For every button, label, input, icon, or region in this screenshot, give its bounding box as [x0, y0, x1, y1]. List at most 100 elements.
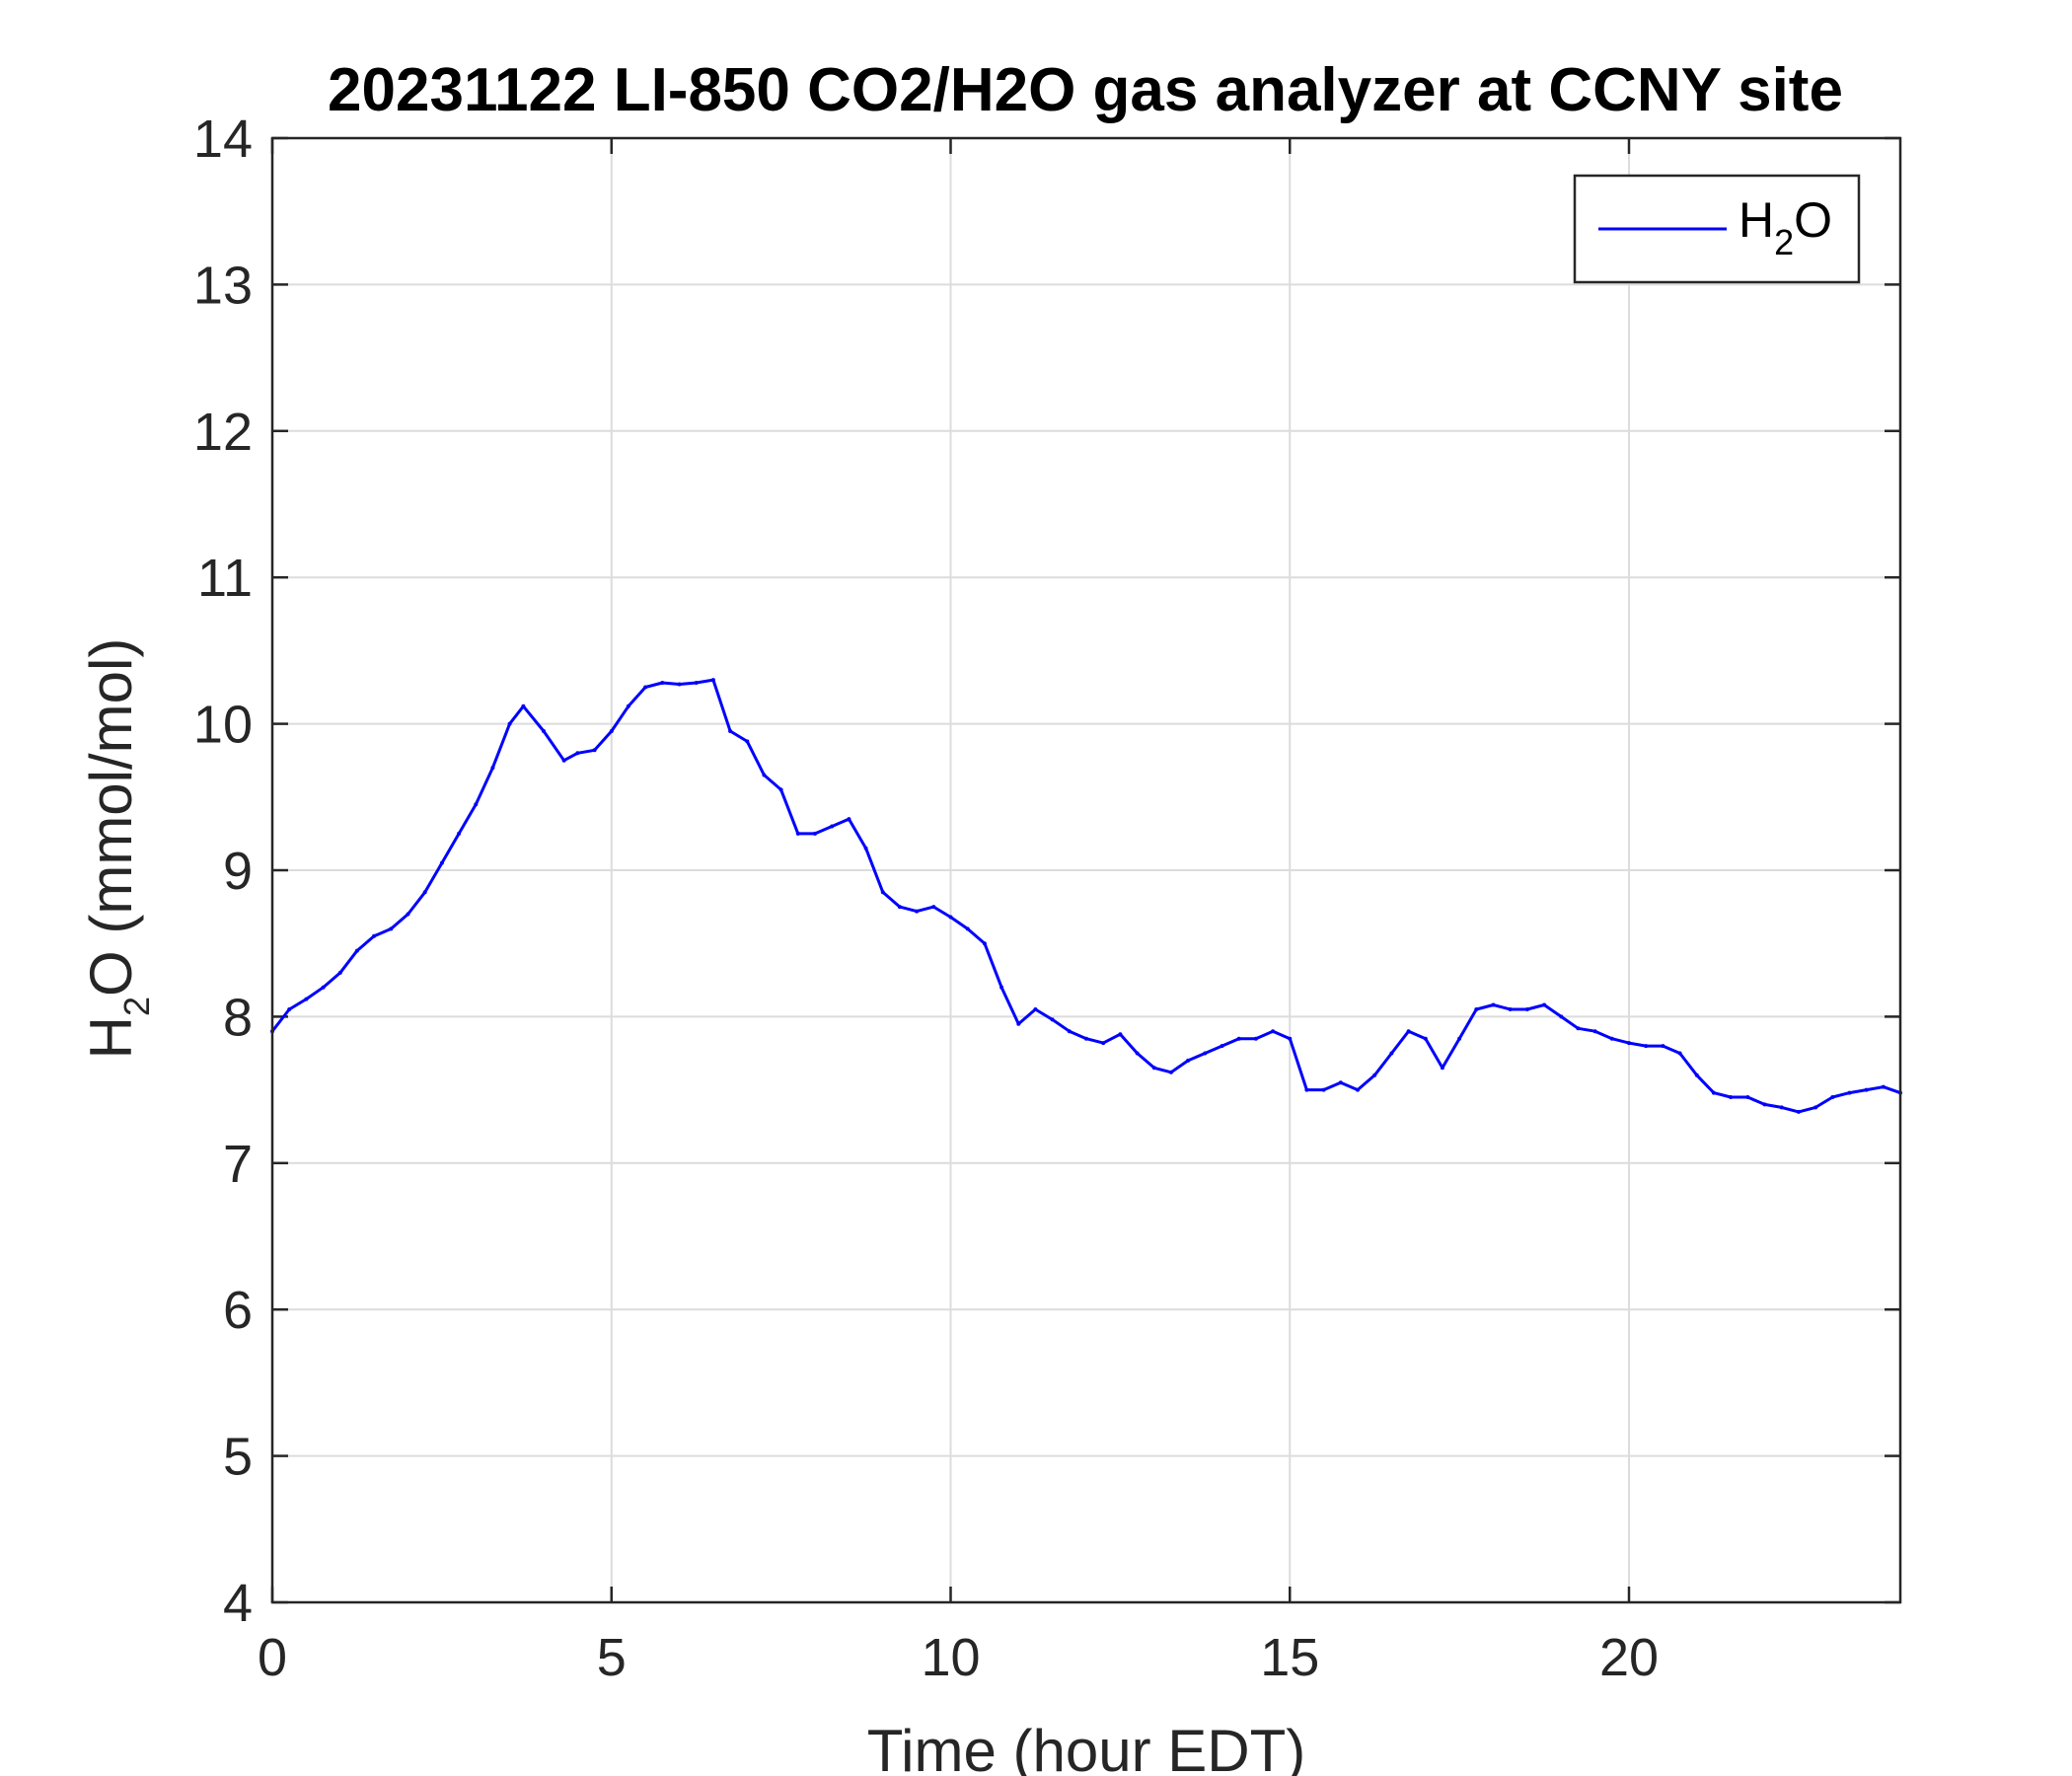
data-point: [1592, 1029, 1597, 1034]
data-points: [270, 678, 1902, 1114]
data-point: [287, 1007, 292, 1011]
legend: H2O: [1573, 174, 1861, 284]
data-point: [1135, 1051, 1140, 1056]
data-point: [1762, 1102, 1767, 1107]
data-point: [1168, 1070, 1173, 1074]
y-tick-label: 14: [193, 110, 253, 169]
data-point: [1288, 1036, 1293, 1041]
data-point: [474, 802, 479, 807]
data-point: [389, 926, 394, 931]
data-point: [1542, 1002, 1547, 1007]
data-point: [490, 766, 495, 771]
data-point: [626, 703, 630, 708]
data-point: [931, 905, 936, 910]
x-tick-label: 10: [921, 1628, 980, 1687]
y-tick-label: 8: [223, 988, 253, 1047]
data-point: [521, 703, 526, 708]
data-point: [1779, 1105, 1784, 1110]
data-point: [982, 941, 987, 946]
data-point: [880, 890, 885, 895]
data-point: [1050, 1017, 1055, 1022]
data-point: [1253, 1036, 1258, 1041]
data-point: [813, 831, 817, 836]
data-point: [1067, 1029, 1072, 1034]
data-point: [337, 970, 342, 975]
data-point: [542, 729, 546, 733]
y-tick-label: 9: [223, 842, 253, 901]
data-point: [1627, 1041, 1631, 1046]
data-point: [1372, 1073, 1377, 1077]
data-point: [1220, 1044, 1224, 1049]
data-point: [728, 729, 733, 733]
y-tick-label: 13: [193, 256, 253, 315]
data-point: [745, 739, 750, 744]
x-tick-label: 5: [597, 1628, 627, 1687]
x-tick-label: 15: [1260, 1628, 1319, 1687]
data-point: [1338, 1080, 1343, 1085]
data-point: [948, 915, 953, 920]
data-point: [321, 985, 326, 990]
data-point: [1491, 1002, 1496, 1007]
y-tick-label: 11: [197, 549, 253, 608]
x-tick-labels: 0 5 10 15 20: [258, 1628, 1659, 1687]
data-point: [1729, 1095, 1734, 1099]
data-point: [609, 729, 614, 733]
data-point: [762, 773, 767, 777]
data-point: [1101, 1041, 1106, 1046]
data-point: [507, 721, 512, 726]
data-point: [1016, 1021, 1021, 1026]
x-axis-label: Time (hour EDT): [867, 1718, 1306, 1776]
y-tick-label: 10: [193, 696, 253, 755]
data-point: [1151, 1066, 1156, 1071]
data-point: [1304, 1087, 1309, 1092]
data-point: [1847, 1090, 1852, 1095]
data-point: [304, 997, 309, 1001]
data-point: [575, 751, 580, 756]
x-tick-label: 0: [258, 1628, 287, 1687]
data-point: [372, 933, 377, 938]
data-point: [1033, 1007, 1038, 1011]
data-point: [406, 912, 410, 917]
y-tick-label: 4: [223, 1574, 253, 1633]
data-point: [1457, 1036, 1462, 1041]
data-point: [847, 817, 851, 822]
chart-title: 20231122 LI-850 CO2/H2O gas analyzer at …: [328, 56, 1843, 124]
data-point: [1440, 1066, 1444, 1071]
data-point: [1321, 1087, 1326, 1092]
data-point: [1508, 1007, 1513, 1011]
data-point: [1474, 1007, 1479, 1011]
data-point: [1830, 1095, 1835, 1099]
data-point: [1661, 1044, 1665, 1049]
data-point: [1813, 1105, 1818, 1110]
data-point: [1271, 1029, 1276, 1034]
data-point: [915, 909, 920, 914]
data-point: [354, 948, 359, 953]
data-point: [1084, 1036, 1088, 1041]
data-point: [863, 846, 868, 851]
data-point: [660, 681, 665, 685]
data-point: [1745, 1095, 1750, 1099]
data-point: [999, 985, 1004, 990]
data-point: [1609, 1036, 1614, 1041]
data-point: [1406, 1029, 1411, 1034]
data-point: [1881, 1084, 1886, 1089]
data-point: [1389, 1051, 1394, 1056]
data-point: [1796, 1109, 1801, 1114]
data-point: [1711, 1090, 1716, 1095]
y-tick-label: 7: [223, 1135, 253, 1194]
grid-lines: [272, 138, 1900, 1602]
data-point: [1423, 1036, 1428, 1041]
data-point: [1524, 1007, 1529, 1011]
data-point: [1644, 1044, 1649, 1049]
data-point: [1677, 1051, 1682, 1056]
y-tick-label: 5: [223, 1428, 253, 1487]
data-point: [457, 831, 462, 836]
axes-box: [270, 136, 1902, 1604]
data-point: [1118, 1032, 1123, 1037]
data-point: [897, 905, 902, 910]
data-point: [592, 748, 597, 753]
data-point: [778, 787, 783, 792]
data-point: [1559, 1014, 1564, 1019]
y-axis-label: H2O (mmol/mol): [78, 638, 157, 1060]
data-point: [795, 831, 800, 836]
